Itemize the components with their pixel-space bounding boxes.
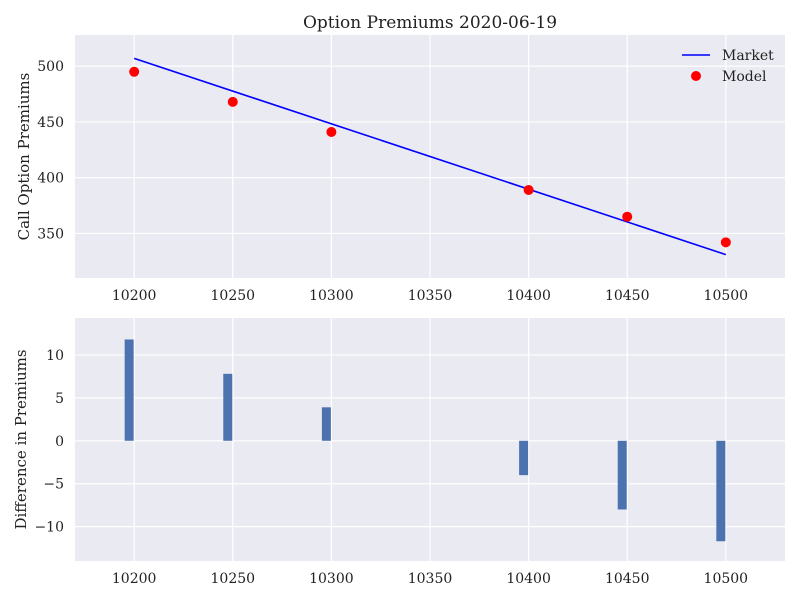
y-tick-label: 450	[37, 115, 64, 131]
difference-bar	[124, 339, 134, 441]
y-tick-label: 5	[55, 391, 64, 407]
x-tick-label: 10350	[408, 288, 453, 304]
y-tick-label: 10	[46, 348, 64, 364]
y-tick-label: 400	[37, 171, 64, 187]
y-tick-label: 0	[55, 434, 64, 450]
legend: Market Model	[682, 48, 774, 85]
y-tick-label: −5	[43, 477, 64, 493]
x-tick-label: 10450	[605, 288, 650, 304]
x-tick-label: 10200	[112, 288, 157, 304]
x-tick-label: 10300	[309, 288, 354, 304]
x-tick-label: 10500	[704, 288, 749, 304]
model-point	[523, 184, 534, 195]
difference-bar	[617, 440, 627, 510]
model-point	[227, 96, 238, 107]
model-point	[720, 237, 731, 248]
y-axis-label: Call Option Premiums	[15, 73, 33, 241]
model-point	[622, 211, 633, 222]
x-tick-label: 10500	[704, 571, 749, 587]
subplot-2: 10200 10250 10300 10350 10400 10450 10500 −10 −5…	[12, 318, 785, 587]
legend-label: Market	[722, 48, 774, 64]
x-tick-label: 10400	[506, 288, 551, 304]
x-tick-label: 10250	[211, 288, 256, 304]
x-tick-label: 10300	[309, 571, 354, 587]
series-line-market	[133, 57, 727, 256]
x-tick-label: 10250	[211, 571, 256, 587]
legend-label: Model	[722, 69, 767, 85]
x-tick-label: 10200	[112, 571, 157, 587]
difference-bar	[716, 440, 726, 542]
chart-title: Option Premiums 2020-06-19	[303, 13, 557, 33]
model-point	[326, 126, 337, 137]
x-tick-label: 10350	[408, 571, 453, 587]
difference-bar	[223, 373, 233, 441]
y-tick-label: 500	[37, 59, 64, 75]
y-axis-label: Difference in Premiums	[12, 349, 30, 529]
legend-marker-swatch	[691, 71, 701, 81]
model-point	[129, 66, 140, 77]
subplot-1: 10200 10250 10300 10350 10400 10450 10500 350 40…	[15, 13, 785, 304]
difference-bar	[321, 407, 331, 441]
x-tick-label: 10450	[605, 571, 650, 587]
y-tick-label: −10	[34, 520, 64, 536]
y-tick-label: 350	[37, 226, 64, 242]
difference-bar	[519, 440, 529, 476]
x-tick-label: 10400	[506, 571, 551, 587]
